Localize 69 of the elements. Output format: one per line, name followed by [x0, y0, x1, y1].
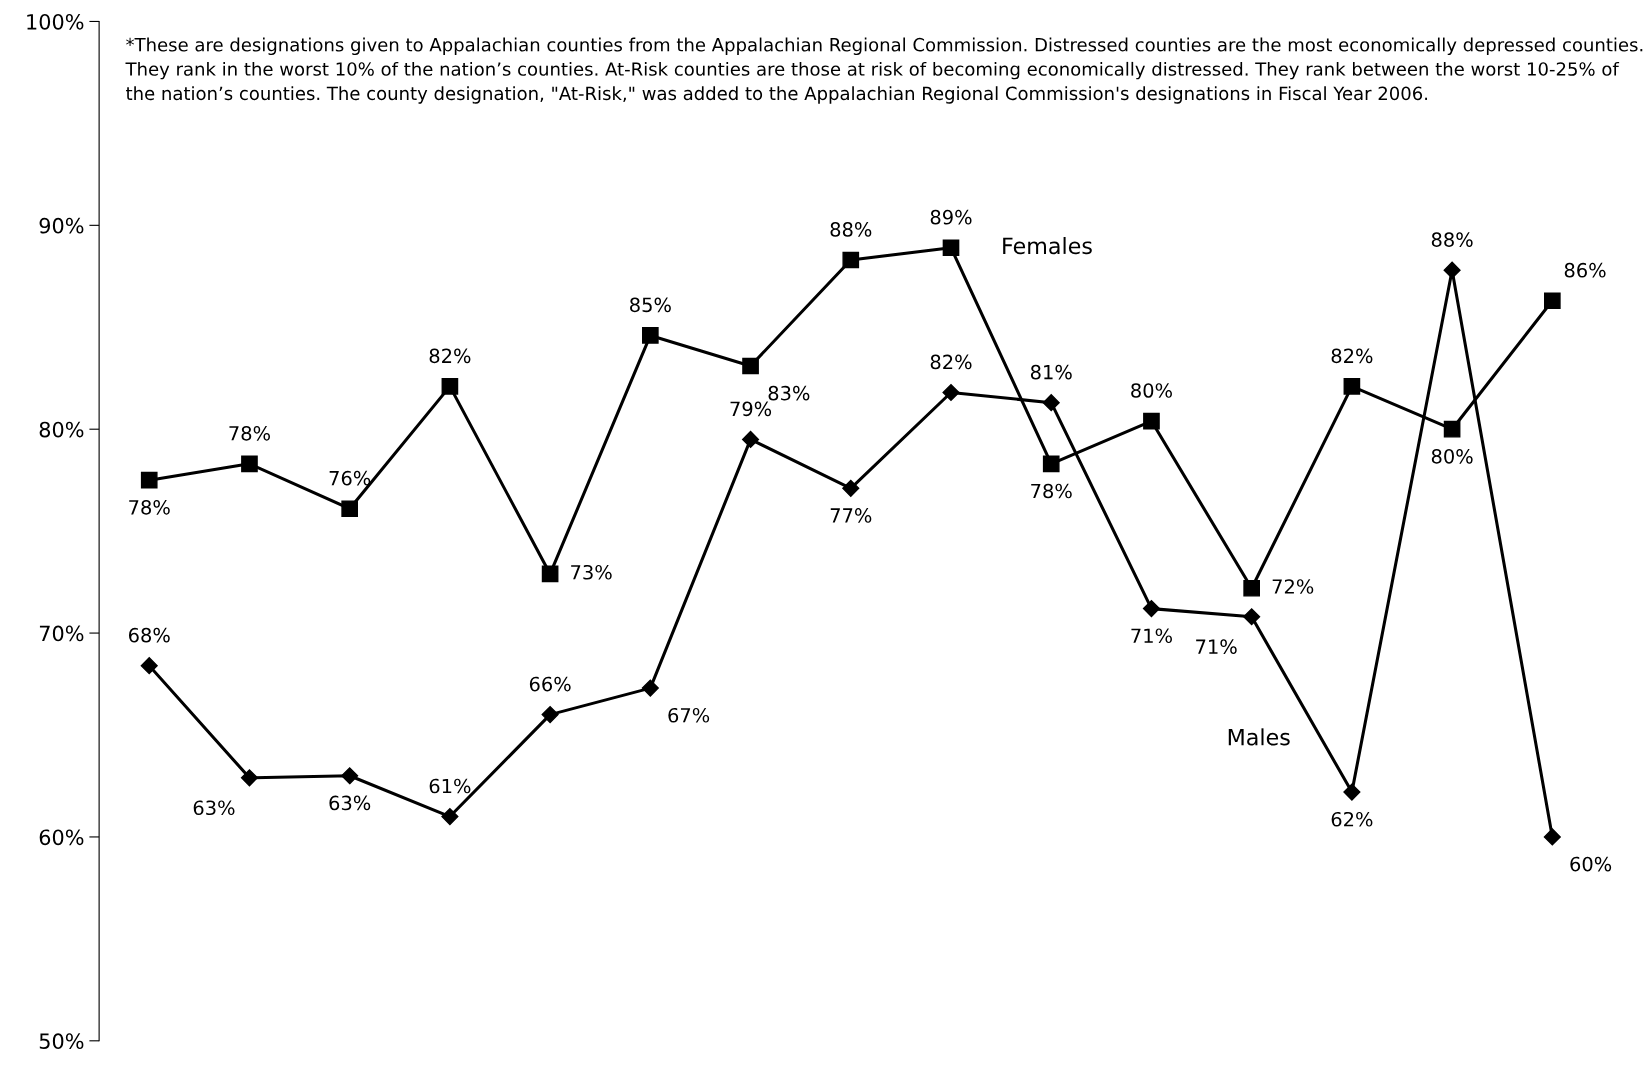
point	[441, 808, 459, 826]
point	[1243, 579, 1260, 597]
data-label: 82%	[930, 354, 972, 370]
data-label: 88%	[830, 222, 872, 237]
annotation: *These are designations given to Appalachian counties from the Appalachian Regional Commission. Distressed counties are the most economically depressed counties. They rank in the worst 10% of the nation’s counties. At-Risk counties are those at risk of becoming economically distressed. They rank between the worst 10-25% of the nation’s counties. The county designation, "At-Risk," was added to the Appalachian Regional Commission's designations in Fiscal Year 2006.	[125, 37, 1643, 104]
data-label: 78%	[1031, 483, 1072, 499]
point	[240, 769, 259, 787]
data-label: 62%	[1331, 811, 1373, 827]
data-label: 79%	[730, 401, 772, 417]
data-label: 80%	[1431, 448, 1473, 464]
data-label: 78%	[129, 499, 170, 515]
point	[341, 500, 359, 518]
point	[942, 383, 960, 402]
data-label: 71%	[1196, 639, 1237, 655]
point	[1042, 394, 1060, 412]
data-label: 83%	[768, 385, 810, 401]
series-label: Males	[1228, 728, 1290, 746]
data-label: 76%	[329, 470, 371, 486]
data-label: 80%	[1131, 383, 1172, 398]
data-label: 60%	[1570, 856, 1612, 872]
point	[742, 357, 759, 375]
data-label: 63%	[329, 795, 371, 811]
point	[1543, 828, 1561, 846]
point	[541, 706, 559, 724]
data-label: 73%	[571, 564, 612, 580]
point	[842, 251, 860, 269]
y-tick-label: 60%	[39, 829, 84, 846]
point	[641, 679, 659, 697]
point	[1142, 600, 1160, 618]
point	[1443, 420, 1461, 438]
data-label: 82%	[1331, 348, 1373, 364]
point	[842, 479, 860, 497]
data-label: 63%	[193, 800, 235, 816]
point	[1243, 608, 1261, 626]
y-tick-label: 50%	[39, 1033, 84, 1050]
point	[942, 239, 960, 257]
point	[441, 378, 459, 395]
point	[541, 565, 559, 583]
point	[341, 767, 359, 785]
point	[1143, 412, 1160, 430]
point	[1443, 261, 1461, 279]
data-label: 88%	[1431, 232, 1473, 247]
data-label: 72%	[1272, 579, 1314, 594]
data-label: 82%	[429, 348, 471, 364]
point	[1042, 455, 1060, 473]
data-label: 66%	[529, 676, 571, 692]
data-label: 77%	[830, 508, 872, 523]
point	[1543, 292, 1561, 310]
data-label: 68%	[128, 627, 170, 643]
y-tick-label: 100%	[27, 13, 84, 30]
point	[241, 455, 258, 473]
point	[742, 430, 760, 448]
data-label: 81%	[1030, 364, 1072, 380]
point	[1343, 783, 1361, 801]
point	[642, 327, 659, 344]
point	[140, 657, 158, 675]
text: Females	[1003, 237, 1092, 255]
point	[1343, 378, 1361, 395]
data-label: 86%	[1564, 262, 1606, 278]
point	[140, 471, 158, 489]
data-label: 71%	[1131, 628, 1172, 644]
data-label: 85%	[630, 297, 671, 313]
data-label: 61%	[429, 778, 471, 794]
data-label: 89%	[930, 209, 972, 225]
data-label: 78%	[229, 425, 270, 441]
data-label: 67%	[668, 707, 710, 723]
y-tick-label: 70%	[39, 625, 84, 642]
y-tick-label: 80%	[39, 421, 84, 438]
y-tick-label: 90%	[39, 217, 84, 234]
